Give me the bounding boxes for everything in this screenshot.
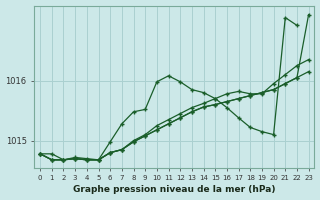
X-axis label: Graphe pression niveau de la mer (hPa): Graphe pression niveau de la mer (hPa) bbox=[73, 185, 276, 194]
